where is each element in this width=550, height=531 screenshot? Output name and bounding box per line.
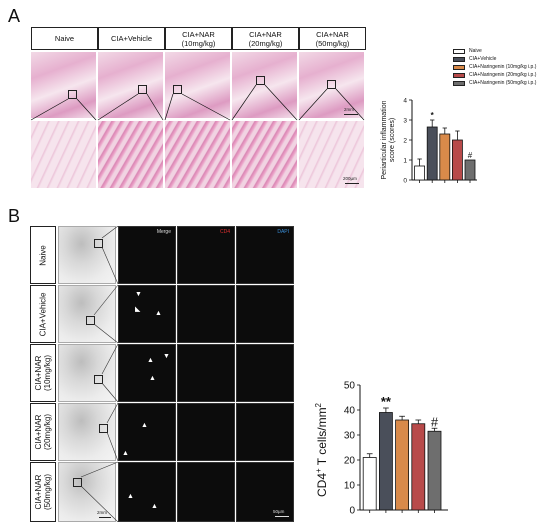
column-header-nar-50: CIA+NAR (50mg/kg) (299, 27, 366, 50)
zoom-guide-lines-b (80, 226, 119, 522)
he-low-mag-naive (31, 52, 96, 118)
y-tick-label: 40 (344, 406, 356, 417)
channel-header-merge: Merge (156, 229, 171, 235)
zoom-guide-lines (31, 84, 365, 121)
fl-merge-cia-vehicle: ▼ ◣ ▲ (118, 285, 176, 343)
legend-label: CIA+Naringenin (20mg/kg i.p.) (469, 72, 537, 78)
chart-cd4-t-cells: 0 10 20 30 40 50 ** # CD4+ T cells/mm2 (314, 381, 448, 517)
channel-header-cd4: CD4 (219, 229, 230, 235)
bar (362, 457, 377, 511)
y-axis-label: Periarticular inflammationscore (scores) (381, 100, 396, 179)
legend-swatch (453, 72, 465, 78)
column-header-nar-20: CIA+NAR (20mg/kg) (232, 27, 299, 50)
significance-marker: # (431, 414, 439, 429)
fl-dapi-nar-10 (236, 344, 294, 402)
legend-item: CIA+Naringenin (10mg/kg i.p.) (453, 63, 536, 71)
row-label-naive: Naive (30, 226, 56, 284)
legend-item: Naive (453, 47, 536, 55)
fl-cd4-naive: CD4 (177, 226, 235, 284)
y-axis-label: CD4+ T cells/mm2 (314, 402, 329, 497)
scale-label-fl: 50µm (273, 509, 285, 514)
fl-merge-naive: Merge (118, 226, 176, 284)
row-label-nar-50: CIA+NAR (50mg/kg) (30, 462, 56, 522)
y-tick-label: 2 (403, 137, 407, 144)
ihc-image-nar-20 (58, 403, 116, 461)
he-high-mag-nar-20 (232, 121, 297, 188)
he-high-mag-cia-vehicle (98, 121, 163, 188)
legend-swatch (453, 80, 465, 86)
column-header-naive: Naive (31, 27, 98, 50)
chart-periarticular-inflammation: 0 1 2 3 4 * # Periarticular inflammationscore (… (381, 97, 477, 184)
fl-merge-nar-20: ▲ ▲ (118, 403, 176, 461)
scale-label-high: 200µm (343, 176, 357, 181)
bar (411, 423, 426, 511)
ihc-image-naive (58, 226, 116, 284)
fl-dapi-nar-20 (236, 403, 294, 461)
legend-swatch (453, 48, 465, 54)
channel-header-dapi: DAPI (277, 229, 289, 235)
ihc-image-cia-vehicle (58, 285, 116, 343)
bar (464, 159, 476, 181)
fl-dapi-naive: DAPI (236, 226, 294, 284)
y-tick-label: 3 (403, 117, 407, 124)
legend-label: CIA+Naringenin (10mg/kg i.p.) (469, 64, 537, 70)
he-high-mag-nar-10 (165, 121, 230, 188)
bar (395, 419, 409, 511)
ihc-image-nar-10 (58, 344, 116, 402)
bar (439, 133, 451, 181)
bar (414, 165, 425, 181)
fl-cd4-nar-20 (177, 403, 235, 461)
he-low-mag-cia-vehicle (98, 52, 163, 118)
column-header-nar-10: CIA+NAR (10mg/kg) (165, 27, 232, 50)
row-label-cia-vehicle: CIA+Vehicle (30, 285, 56, 343)
fl-merge-nar-50: ▲ ▲ (118, 462, 176, 522)
row-label-nar-10: CIA+NAR (10mg/kg) (30, 344, 56, 402)
y-tick-label: 0 (349, 506, 355, 517)
legend-label: CIA+Vehicle (469, 56, 497, 62)
panel-b-letter: B (8, 206, 21, 226)
y-tick-label: 10 (344, 481, 356, 492)
chart-a-legend: Naive CIA+Vehicle CIA+Naringenin (10mg/kg … (453, 47, 536, 87)
y-tick-label: 50 (344, 381, 356, 392)
legend-item: CIA+Vehicle (453, 55, 536, 63)
significance-marker: * (431, 111, 435, 120)
legend-label: Naive (469, 48, 482, 54)
y-tick-label: 20 (344, 456, 356, 467)
scale-label-ihc: 2mm (97, 510, 107, 515)
he-high-mag-naive (31, 121, 96, 188)
y-tick-label: 0 (403, 177, 407, 184)
he-low-mag-nar-20 (232, 52, 297, 118)
significance-marker: ** (381, 394, 392, 409)
he-low-mag-nar-10 (165, 52, 230, 118)
fl-cd4-cia-vehicle (177, 285, 235, 343)
legend-swatch (453, 64, 465, 70)
fl-dapi-cia-vehicle (236, 285, 294, 343)
row-label-nar-20: CIA+NAR (20mg/kg) (30, 403, 56, 461)
fl-cd4-nar-50 (177, 462, 235, 522)
bar (427, 430, 442, 511)
panel-a-letter: A (8, 6, 21, 26)
y-tick-label: 1 (403, 157, 407, 164)
y-tick-label: 4 (403, 97, 407, 104)
bar (379, 412, 393, 511)
fl-cd4-nar-10 (177, 344, 235, 402)
he-low-mag-nar-50: 2mm (299, 52, 364, 118)
legend-label: CIA+Naringenin (50mg/kg i.p.) (469, 80, 537, 86)
y-tick-label: 30 (344, 431, 356, 442)
significance-marker: # (468, 151, 473, 160)
legend-item: CIA+Naringenin (50mg/kg i.p.) (453, 79, 536, 87)
fl-dapi-nar-50: 50µm (236, 462, 294, 522)
bar (452, 139, 463, 181)
legend-swatch (453, 56, 465, 62)
fl-merge-nar-10: ▲ ▼ ▲ (118, 344, 176, 402)
scale-label-low: 2mm (344, 107, 354, 112)
legend-item: CIA+Naringenin (20mg/kg i.p.) (453, 71, 536, 79)
he-high-mag-nar-50: 200µm (299, 121, 364, 188)
column-header-cia-vehicle: CIA+Vehicle (98, 27, 165, 50)
bar (426, 126, 438, 181)
